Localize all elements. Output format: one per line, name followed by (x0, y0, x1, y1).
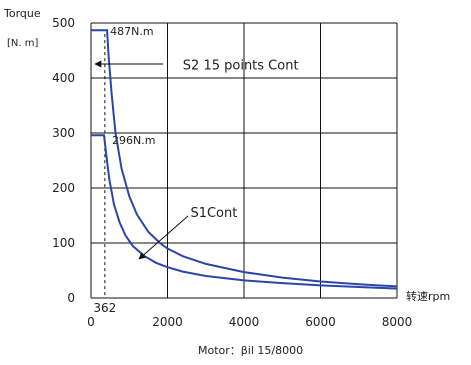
y-tick-label: 300 (52, 126, 75, 140)
motor-caption: Motor：βil 15/8000 (198, 344, 303, 357)
y-tick-label: 500 (52, 16, 75, 30)
grid-lines (90, 22, 398, 299)
x-tick-label: 0 (87, 315, 95, 329)
y-tick-label: 0 (67, 291, 75, 305)
series-line (91, 29, 398, 288)
x-tick-label: 8000 (382, 315, 413, 329)
s1-curve-label: S1Cont (190, 206, 237, 221)
s1-torque-label: 296N.m (112, 134, 155, 147)
plot-area (91, 29, 398, 298)
y-tick-label: 400 (52, 71, 75, 85)
y-tick-label: 200 (52, 181, 75, 195)
series-line (91, 134, 398, 290)
y-tick-label: 100 (52, 236, 75, 250)
x-tick-label: 6000 (305, 315, 336, 329)
s2-curve-label: S2 15 points Cont (183, 58, 299, 73)
x-axis-label: 转速rpm (406, 289, 450, 303)
base-speed-label: 362 (93, 301, 116, 315)
chart-labels: Torque [N. m] 转速rpm Motor：βil 15/8000 0 2… (3, 7, 450, 357)
x-tick-label: 4000 (229, 315, 260, 329)
s2-torque-label: 487N.m (110, 25, 153, 38)
s1-arrow (138, 215, 189, 260)
y-axis-unit: [N. m] (7, 38, 38, 49)
x-tick-label: 2000 (152, 315, 183, 329)
y-axis-label: Torque (3, 7, 41, 20)
